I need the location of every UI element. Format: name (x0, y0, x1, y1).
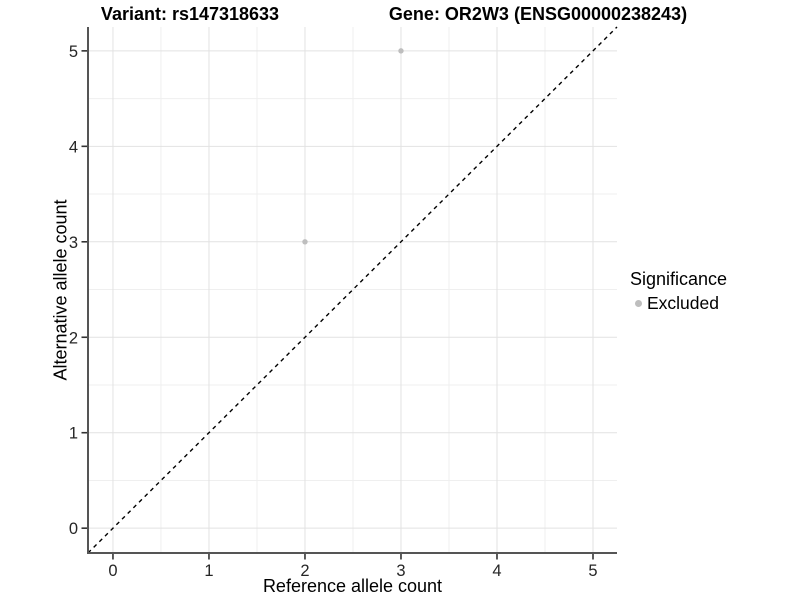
legend: Significance Excluded (630, 269, 727, 314)
x-tick-label: 5 (588, 562, 597, 580)
y-tick-label: 4 (69, 138, 78, 156)
legend-item: Excluded (635, 293, 727, 314)
x-tick-label: 0 (108, 562, 117, 580)
plot-title-gene: Gene: OR2W3 (ENSG00000238243) (388, 4, 688, 24)
legend-items: Excluded (630, 293, 727, 314)
y-tick-label: 5 (69, 43, 78, 61)
y-tick-label: 3 (69, 234, 78, 252)
x-axis-title: Reference allele count (262, 576, 443, 596)
data-point (302, 239, 308, 245)
data-point (398, 48, 404, 54)
x-tick-label: 2 (300, 562, 309, 580)
legend-title: Significance (630, 269, 728, 289)
plot-title-variant: Variant: rs147318633 (100, 4, 280, 24)
legend-key-dot-icon (635, 300, 642, 307)
x-tick-label: 3 (396, 562, 405, 580)
legend-item-label: Excluded (647, 293, 719, 313)
x-tick-label: 1 (204, 562, 213, 580)
x-tick-label: 4 (492, 562, 501, 580)
y-tick-label: 0 (69, 520, 78, 538)
y-tick-label: 1 (69, 425, 78, 443)
y-tick-label: 2 (69, 329, 78, 347)
y-axis-title: Alternative allele count (50, 199, 71, 381)
